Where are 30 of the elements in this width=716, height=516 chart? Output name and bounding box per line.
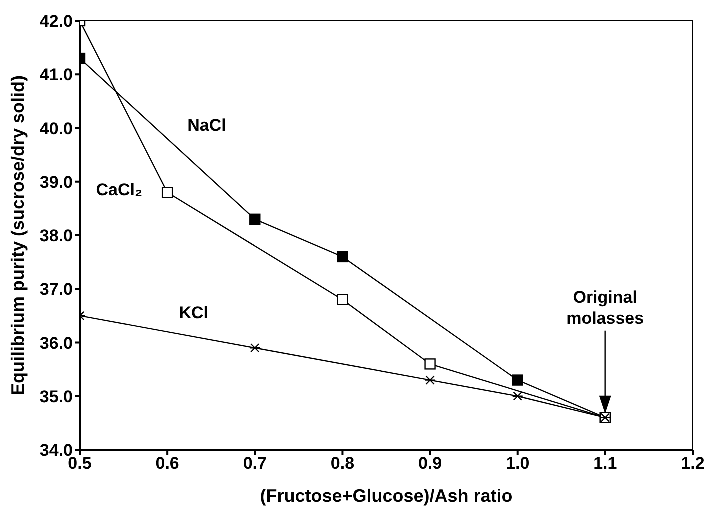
y-tick-label: 40.0 — [40, 119, 73, 138]
point — [512, 392, 524, 401]
series-label: NaCl — [188, 116, 226, 135]
point — [337, 251, 348, 263]
y-tick-label: 39.0 — [40, 172, 73, 192]
x-tick-label: 1.2 — [681, 454, 705, 474]
point — [424, 358, 436, 370]
y-axis-title: Equilibrium purity (sucrose/dry solid) — [8, 75, 28, 396]
point — [162, 187, 174, 198]
x-tick-label: 0.9 — [418, 454, 442, 474]
point — [512, 374, 524, 386]
point — [250, 214, 261, 226]
point — [424, 376, 436, 385]
y-tick-label: 35.0 — [40, 387, 73, 406]
x-tick-label: 1.0 — [506, 454, 530, 474]
x-tick-label: 0.6 — [156, 454, 180, 474]
y-tick-label: 38.0 — [40, 226, 73, 246]
x-axis-title: (Fructose+Glucose)/Ash ratio — [260, 486, 513, 506]
x-tick-label: 0.7 — [243, 454, 267, 474]
annotation: Original molasses — [566, 288, 644, 328]
y-tick-label: 37.0 — [40, 280, 73, 300]
y-tick-label: 41.0 — [40, 66, 73, 85]
y-tick-label: 36.0 — [40, 334, 73, 353]
point — [337, 294, 348, 306]
series-label: CaCl₂ — [96, 180, 143, 200]
y-tick-label: 42.0 — [40, 12, 73, 32]
point — [250, 344, 261, 353]
x-tick-label: 0.8 — [330, 454, 355, 474]
x-tick-label: 1.1 — [594, 454, 618, 474]
series-label: KCl — [179, 304, 208, 323]
